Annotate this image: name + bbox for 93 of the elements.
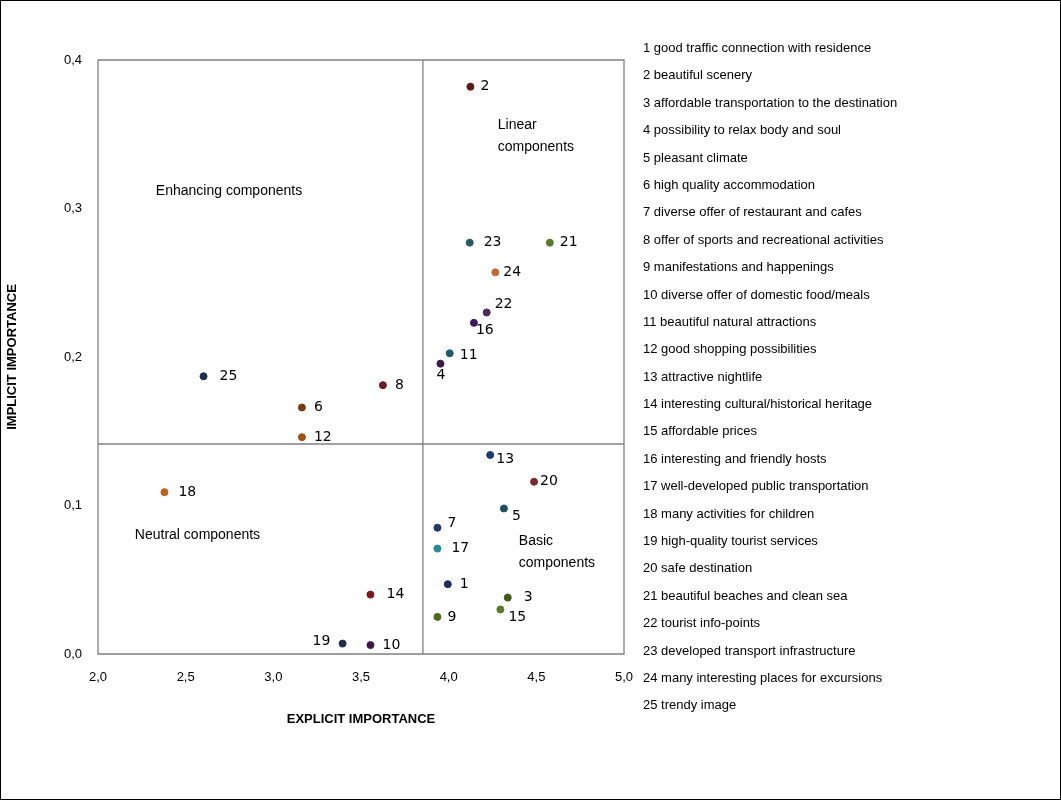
text: 13 attractive nightlife xyxy=(643,367,764,386)
annotation: Enhancing components xyxy=(155,181,303,198)
annotation: 11 xyxy=(459,345,478,362)
text: 2 beautiful scenery xyxy=(643,66,754,85)
text: 21 beautiful beaches and clean sea xyxy=(643,586,849,605)
annotation: 16 xyxy=(475,321,494,338)
annotation: 21 xyxy=(559,233,578,250)
x-tick-label: 4,0 xyxy=(439,669,458,685)
point xyxy=(486,451,495,460)
text: 19 high-quality tourist services xyxy=(643,532,819,551)
point xyxy=(443,580,452,589)
y-tick-label: 0,1 xyxy=(63,497,82,513)
x-tick-label: 2,5 xyxy=(176,669,195,685)
annotation: 3 xyxy=(523,588,533,605)
annotation: 17 xyxy=(451,539,470,556)
point xyxy=(338,639,347,648)
text: 9 manifestations and happenings xyxy=(643,258,835,277)
point xyxy=(433,544,442,553)
text: 17 well-developed public transportation xyxy=(643,477,870,496)
annotation: 14 xyxy=(386,585,405,602)
x-tick-label: 5,0 xyxy=(614,669,634,685)
annotation: 1 xyxy=(459,574,469,591)
x-axis-title: EXPLICIT IMPORTANCE xyxy=(286,710,436,726)
text: 23 developed transport infrastructure xyxy=(643,641,857,660)
annotation: 15 xyxy=(508,608,527,625)
point xyxy=(366,590,375,599)
text: 16 interesting and friendly hosts xyxy=(643,449,828,468)
annotation: 19 xyxy=(312,632,331,649)
annotation: 7 xyxy=(447,514,457,531)
text: 8 offer of sports and recreational activities xyxy=(643,230,885,249)
annotation: 10 xyxy=(382,635,401,652)
annotation: Basic components xyxy=(518,532,596,570)
point xyxy=(482,308,491,317)
point xyxy=(378,381,387,390)
point xyxy=(545,238,554,247)
point xyxy=(433,612,442,621)
y-tick-label: 0,3 xyxy=(63,200,82,216)
text: 20 safe destination xyxy=(643,559,754,578)
text: 5 pleasant climate xyxy=(643,148,749,167)
text: 6 high quality accommodation xyxy=(643,175,816,194)
point xyxy=(436,359,445,368)
point xyxy=(530,477,539,486)
text: 24 many interesting places for excursions xyxy=(643,669,884,687)
annotation: 13 xyxy=(496,449,515,466)
point xyxy=(433,523,442,532)
annotation: 8 xyxy=(394,375,404,392)
y-tick-label: 0,2 xyxy=(63,348,82,364)
text: 25 trendy image xyxy=(643,696,738,715)
point xyxy=(465,238,474,247)
point xyxy=(160,488,169,497)
text: 11 beautiful natural attractions xyxy=(643,312,818,331)
text: 22 tourist info-points xyxy=(643,614,762,633)
point xyxy=(503,593,512,602)
annotation: 22 xyxy=(494,295,513,312)
text: 3 affordable transportation to the destination xyxy=(643,93,898,112)
point xyxy=(199,372,208,381)
point xyxy=(469,318,478,327)
annotation: 18 xyxy=(178,482,197,499)
annotation: 12 xyxy=(313,427,332,444)
annotation: Neutral components xyxy=(134,526,261,543)
x-tick-label: 4,5 xyxy=(527,669,546,685)
text: 10 diverse offer of domestic food/meals xyxy=(643,285,871,304)
x-tick-label: 3,0 xyxy=(264,669,283,685)
annotation: 23 xyxy=(483,233,502,250)
point xyxy=(491,268,500,277)
point xyxy=(499,504,508,513)
annotation: 5 xyxy=(511,507,521,524)
annotation: 2 xyxy=(480,77,490,94)
annotation: Linear components xyxy=(497,116,575,155)
text: 1 good traffic connection with residence xyxy=(643,39,873,57)
point xyxy=(297,403,306,412)
text: 15 affordable prices xyxy=(643,422,758,441)
text: 14 interesting cultural/historical heritage xyxy=(643,395,874,414)
annotation: 25 xyxy=(219,366,238,383)
annotation: 20 xyxy=(540,472,558,489)
y-tick-label: 0,0 xyxy=(63,645,82,661)
x-tick-label: 2,0 xyxy=(88,669,108,685)
point xyxy=(366,641,375,650)
annotation: 4 xyxy=(436,366,446,383)
y-axis-title: IMPLICIT IMPORTANCE xyxy=(4,283,20,430)
point xyxy=(496,605,505,614)
text: 7 diverse offer of restaurant and cafes xyxy=(643,203,863,222)
annotation: 24 xyxy=(503,263,522,279)
text: 12 good shopping possibilities xyxy=(643,340,818,359)
annotation: 6 xyxy=(313,398,323,415)
y-tick-label: 0,4 xyxy=(63,51,82,67)
point xyxy=(445,349,454,358)
x-tick-label: 3,5 xyxy=(351,669,371,685)
point xyxy=(466,82,475,91)
point xyxy=(297,433,306,442)
text: 4 possibility to relax body and soul xyxy=(643,121,842,140)
annotation: 9 xyxy=(447,607,457,624)
text: 18 many activities for children xyxy=(643,504,816,523)
